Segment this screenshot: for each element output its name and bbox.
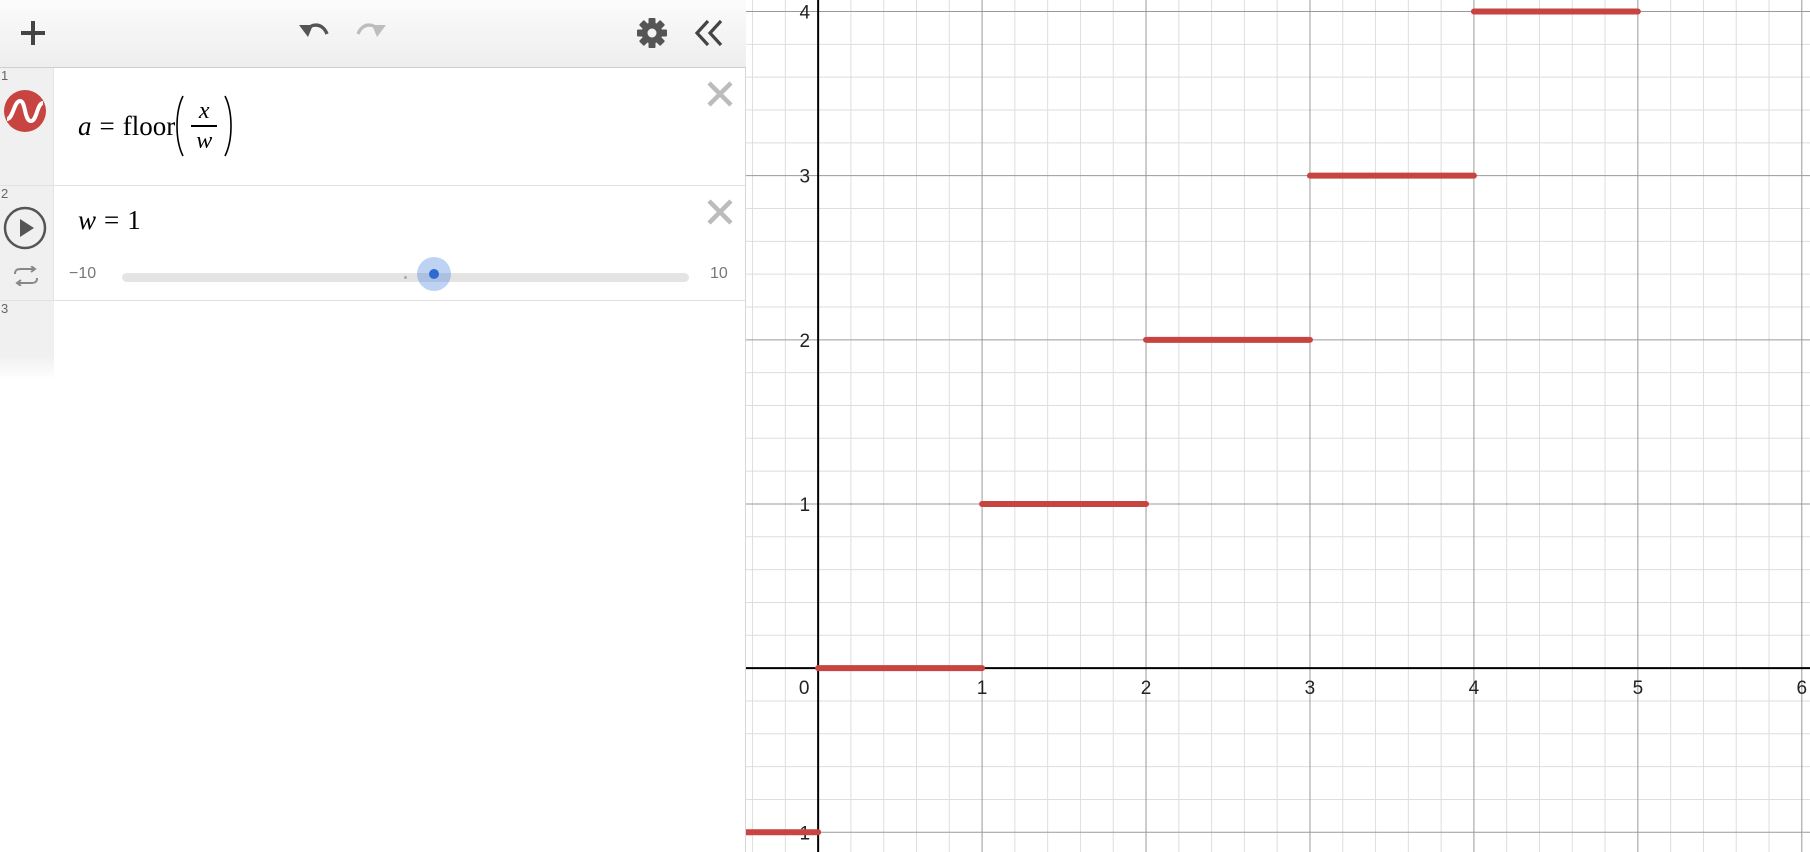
slider-formula[interactable]: w = 1 xyxy=(78,200,141,240)
close-icon xyxy=(707,199,733,225)
x-tick-label: 0 xyxy=(799,678,810,699)
fraction-bar xyxy=(191,125,218,127)
x-tick-label: 6 xyxy=(1797,678,1808,699)
slider-value[interactable]: 1 xyxy=(127,204,141,235)
right-paren xyxy=(224,95,233,157)
expression-gutter: 2 xyxy=(0,186,54,300)
slider-variable: w xyxy=(78,204,97,235)
expression-gutter: 3 xyxy=(0,301,54,380)
expression-formula[interactable]: a = floor x w xyxy=(78,95,233,157)
function-color-icon[interactable] xyxy=(3,89,47,133)
formula-function: floor xyxy=(122,110,176,141)
slider-track[interactable] xyxy=(122,273,689,282)
gear-icon xyxy=(637,18,667,48)
delete-expression-button[interactable] xyxy=(703,77,737,111)
settings-button[interactable] xyxy=(631,12,673,54)
expression-row-3[interactable]: 3 xyxy=(0,301,745,380)
expression-panel: 1 a = floor x w xyxy=(0,0,746,852)
play-icon[interactable] xyxy=(3,206,47,250)
expression-list: 1 a = floor x w xyxy=(0,68,745,380)
slider-min-label[interactable]: −10 xyxy=(69,265,97,282)
slider-max-label[interactable]: 10 xyxy=(710,265,728,282)
redo-button[interactable] xyxy=(350,12,392,54)
undo-icon xyxy=(299,23,329,37)
slider-zero-marker xyxy=(404,276,407,279)
delete-expression-button[interactable] xyxy=(703,195,737,229)
double-chevron-left-icon xyxy=(694,19,723,47)
slider-equals: = xyxy=(104,204,120,235)
loop-icon[interactable] xyxy=(12,266,40,286)
row-number: 3 xyxy=(1,301,9,316)
x-tick-label: 5 xyxy=(1633,678,1644,699)
add-item-button[interactable] xyxy=(12,12,54,54)
formula-lhs: a xyxy=(78,110,92,141)
expression-row-2[interactable]: 2 w = 1 −10 10 xyxy=(0,186,745,301)
row-number: 2 xyxy=(1,186,9,201)
fraction-numerator: x xyxy=(198,98,210,125)
close-icon xyxy=(707,81,733,107)
expression-gutter: 1 xyxy=(0,68,54,185)
expression-row-1[interactable]: 1 a = floor x w xyxy=(0,68,745,186)
y-tick-label: 3 xyxy=(800,167,811,188)
plus-icon xyxy=(21,21,45,45)
x-tick-label: 4 xyxy=(1469,678,1480,699)
expression-toolbar xyxy=(0,0,746,68)
formula-equals: = xyxy=(99,110,115,141)
y-tick-label: 2 xyxy=(800,331,811,352)
row-number: 1 xyxy=(1,68,9,83)
formula-fraction: x w xyxy=(191,97,218,155)
x-tick-label: 3 xyxy=(1305,678,1316,699)
collapse-panel-button[interactable] xyxy=(688,12,730,54)
y-tick-label: 1 xyxy=(800,495,811,516)
fraction-denominator: w xyxy=(196,127,213,154)
y-tick-label: 4 xyxy=(800,2,811,23)
left-paren xyxy=(176,95,184,157)
redo-icon xyxy=(356,23,386,37)
slider-handle[interactable] xyxy=(416,257,451,291)
undo-button[interactable] xyxy=(293,12,335,54)
x-tick-label: 1 xyxy=(977,678,988,699)
x-tick-label: 2 xyxy=(1141,678,1152,699)
